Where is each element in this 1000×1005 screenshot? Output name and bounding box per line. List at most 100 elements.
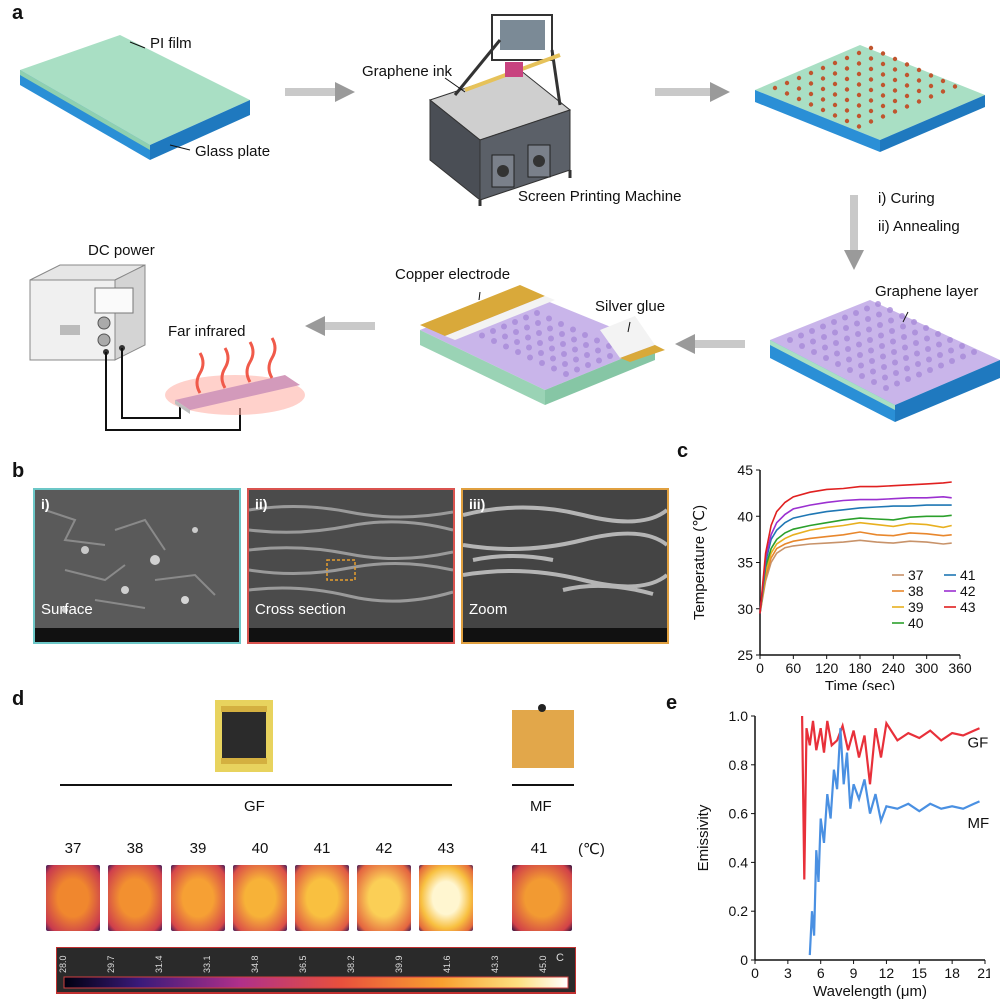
mesh-node xyxy=(928,83,934,89)
device-with-electrodes xyxy=(420,285,665,405)
series-label-gf: GF xyxy=(967,735,988,752)
mesh-node xyxy=(820,97,826,102)
panel-a-illustration xyxy=(20,14,1000,431)
colorbar-strip xyxy=(63,976,569,989)
sem-caption: Surface xyxy=(41,601,93,618)
graphene-dot xyxy=(834,350,840,357)
graphene-dot xyxy=(846,356,852,363)
mesh-node xyxy=(916,88,922,94)
graphene-dot xyxy=(935,331,941,337)
mesh-node xyxy=(832,102,838,108)
graphene-dot xyxy=(798,332,804,339)
mesh-node xyxy=(868,77,874,82)
emissivity-chart: 0 3 6 9 12 15 18 21 0 0.2 0.4 0.6 0.8 1.0 Wavelength (… xyxy=(695,708,990,1000)
graphene-dot xyxy=(560,341,566,347)
y-tick-label: 25 xyxy=(737,647,753,663)
x-tick-label: 3 xyxy=(784,965,792,981)
mesh-node xyxy=(880,82,886,88)
graphene-dot xyxy=(523,314,529,321)
mesh-node xyxy=(892,56,898,62)
thermal-image-43 xyxy=(419,865,473,931)
graphene-dot xyxy=(868,347,874,354)
graphene-dot xyxy=(595,347,601,354)
graphene-dot xyxy=(912,329,918,336)
graphene-dot xyxy=(914,350,920,357)
graphene-dot xyxy=(857,352,863,358)
gf-temp-label: 38 xyxy=(126,840,144,857)
graphene-dot xyxy=(502,333,508,340)
mesh-node xyxy=(772,85,778,91)
panel-c-label: c xyxy=(677,440,689,462)
gf-label: GF xyxy=(244,798,265,815)
graphene-dot xyxy=(890,338,896,345)
temp-unit-label: (℃) xyxy=(578,841,605,858)
graphene-dot xyxy=(842,314,848,321)
series-line-39 xyxy=(759,521,952,614)
machine-label: Screen Printing Machine xyxy=(518,188,682,205)
mesh-node xyxy=(928,94,934,99)
sem-tag: i) xyxy=(41,496,50,512)
process-arrow xyxy=(305,316,375,336)
dc-power-supply xyxy=(29,264,146,361)
graphene-dot xyxy=(491,338,497,344)
graphene-dot xyxy=(843,325,849,331)
graphene-ink-label: Graphene ink xyxy=(362,63,453,80)
graphene-dot xyxy=(559,331,565,337)
sem-info-bar xyxy=(35,628,239,642)
graphene-dot xyxy=(832,329,838,336)
mesh-node xyxy=(904,62,910,67)
graphene-dot xyxy=(525,334,531,341)
graphene-dot xyxy=(584,352,590,358)
series-line-43 xyxy=(759,481,952,614)
mesh-node xyxy=(880,93,886,98)
graphene-dot xyxy=(925,346,931,352)
x-tick-label: 18 xyxy=(944,965,960,981)
mesh-node xyxy=(952,84,958,89)
graphene-dot xyxy=(871,379,877,385)
graphene-dot xyxy=(546,315,552,322)
y-tick-label: 0.2 xyxy=(729,903,749,919)
dc-power-label: DC power xyxy=(88,242,155,259)
legend-label-40: 40 xyxy=(908,615,924,631)
mf-photo xyxy=(512,704,574,768)
graphene-dot xyxy=(878,332,884,339)
sem-info-bar xyxy=(463,628,667,642)
sem-caption: Zoom xyxy=(469,601,508,618)
y-axis-label: Temperature (℃) xyxy=(691,505,708,620)
graphene-dot xyxy=(959,343,965,349)
graphene-dot xyxy=(548,335,554,342)
mesh-node xyxy=(784,80,790,86)
mesh-node xyxy=(820,86,826,92)
x-tick-label: 180 xyxy=(848,660,872,676)
mesh-node xyxy=(832,60,838,66)
graphene-dot xyxy=(905,376,911,382)
mesh-node xyxy=(844,66,850,71)
thermal-image-37 xyxy=(46,865,100,931)
series-line-40 xyxy=(759,514,952,614)
graphene-dot xyxy=(537,340,543,346)
graphene-dot xyxy=(538,350,544,356)
graphene-dot xyxy=(880,353,886,360)
panel-a-label: a xyxy=(12,2,24,24)
graphene-dot xyxy=(888,317,894,324)
x-axis-label: Time (sec) xyxy=(825,678,895,690)
graphene-dot xyxy=(534,310,540,316)
graphene-dot xyxy=(870,368,876,375)
graphene-dot xyxy=(512,319,518,325)
graphene-dot xyxy=(822,344,828,351)
graphene-dot xyxy=(891,349,897,355)
graphene-dot xyxy=(882,374,888,381)
thermal-image-40 xyxy=(233,865,287,931)
mesh-node xyxy=(868,45,874,51)
graphene-dot xyxy=(927,367,933,373)
mesh-node xyxy=(832,81,838,87)
x-tick-label: 9 xyxy=(850,965,858,981)
graphene-dot xyxy=(479,332,485,339)
series-line-MF xyxy=(808,728,980,956)
annealing-label: ii) Annealing xyxy=(878,218,960,235)
process-arrow xyxy=(675,334,745,354)
graphene-dot xyxy=(563,371,569,377)
graphene-dot xyxy=(854,320,860,327)
mesh-node xyxy=(796,96,802,102)
process-arrow xyxy=(655,82,730,102)
